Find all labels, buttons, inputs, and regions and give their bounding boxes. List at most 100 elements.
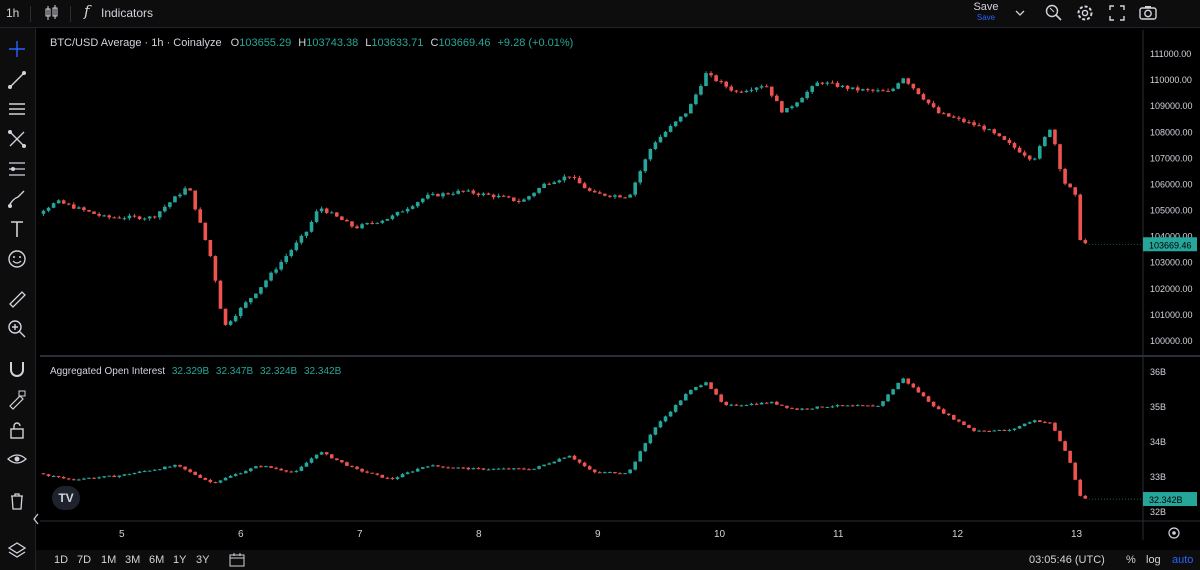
candle-body (800, 98, 804, 103)
fullscreen-icon[interactable] (1107, 3, 1127, 23)
candle-body (66, 203, 71, 205)
candle-body (461, 467, 466, 469)
text-tool-icon[interactable] (6, 218, 28, 240)
range-3y[interactable]: 3Y (196, 554, 210, 566)
candle-body (931, 103, 936, 108)
ruler-icon[interactable] (6, 288, 28, 310)
lock-icon[interactable] (6, 419, 28, 441)
eye-icon[interactable] (6, 448, 28, 470)
candle-body (689, 104, 693, 114)
candle-body (936, 107, 941, 114)
candle-body (855, 87, 860, 91)
x-tick-label: 6 (238, 529, 244, 540)
candle-body (370, 223, 374, 225)
chevron-down-icon[interactable] (1013, 3, 1027, 23)
candle-body (314, 211, 319, 222)
draw-lock-icon[interactable] (6, 388, 28, 410)
candle-body (962, 118, 966, 123)
log-scale-toggle[interactable]: log (1146, 554, 1161, 566)
candles-icon[interactable] (44, 4, 60, 22)
candle-body (284, 470, 289, 472)
collapse-toolbar-icon[interactable] (33, 512, 39, 526)
range-6m[interactable]: 6M (149, 554, 165, 566)
candle-body (274, 269, 278, 273)
pitchfork-icon[interactable] (6, 128, 28, 150)
candle-body (952, 415, 956, 420)
candle-body (264, 280, 268, 288)
fib-levels-icon[interactable] (6, 158, 28, 180)
candle-body (992, 129, 997, 134)
indicators-button[interactable]: Indicators (101, 6, 154, 20)
symbol-title[interactable]: BTC/USD Average · 1h · Coinalyze (50, 37, 222, 49)
camera-icon[interactable] (1138, 3, 1158, 23)
candle-body (977, 125, 981, 127)
zoom-in-icon[interactable] (6, 318, 28, 340)
tradingview-logo[interactable]: TV (52, 486, 80, 510)
trash-icon[interactable] (6, 490, 28, 512)
candle-body (233, 316, 238, 322)
layers-icon[interactable] (6, 538, 28, 560)
auto-scale-toggle[interactable]: auto (1172, 554, 1194, 566)
candle-body (61, 200, 66, 204)
range-7d[interactable]: 7D (77, 554, 92, 566)
candle-body (860, 405, 865, 407)
candle-body (476, 193, 481, 196)
trend-line-icon[interactable] (6, 69, 28, 91)
emoji-icon[interactable] (6, 248, 28, 270)
brush-icon[interactable] (6, 188, 28, 210)
candle-body (719, 81, 723, 83)
candle-body (830, 406, 835, 408)
candle-body (795, 102, 799, 107)
candle-body (967, 122, 971, 124)
candle-body (689, 389, 693, 395)
candle-body (881, 401, 885, 406)
crosshair-icon[interactable] (6, 38, 28, 60)
utc-clock[interactable]: 03:05:46 (UTC) (1029, 554, 1105, 566)
candle-body (587, 188, 592, 191)
candle-body (451, 467, 455, 469)
candle-body (46, 207, 51, 211)
range-1y[interactable]: 1Y (173, 554, 187, 566)
candle-body (334, 212, 339, 217)
candle-body (309, 458, 314, 463)
range-1d[interactable]: 1D (54, 554, 69, 566)
candle-body (638, 451, 643, 462)
candle-body (714, 388, 718, 395)
candle-body (567, 176, 572, 178)
indicators-icon[interactable]: f (84, 2, 90, 20)
magnet-icon[interactable] (6, 358, 28, 380)
horizontal-lines-icon[interactable] (6, 98, 28, 120)
candle-body (82, 478, 86, 480)
toolbar-divider (30, 6, 31, 22)
candle-body (759, 402, 764, 405)
candle-body (415, 468, 420, 472)
calendar-range-icon[interactable] (229, 553, 245, 567)
gear-icon[interactable] (1075, 3, 1095, 23)
candle-body (633, 182, 637, 195)
range-3m[interactable]: 3M (125, 554, 141, 566)
candle-body (668, 126, 673, 132)
candle-body (603, 472, 607, 474)
candle-body (426, 194, 430, 199)
oi-title[interactable]: Aggregated Open Interest (50, 366, 166, 377)
candle-body (668, 411, 673, 417)
quick-search-icon[interactable] (1044, 3, 1064, 23)
candle-body (673, 121, 678, 127)
candle-body (1017, 426, 1022, 429)
candle-body (157, 211, 162, 218)
save-button[interactable]: Save Save (966, 1, 1006, 22)
x-tick-label: 11 (833, 529, 844, 540)
candle-body (178, 464, 182, 467)
candle-body (825, 406, 830, 408)
timeframe-button[interactable]: 1h (6, 6, 20, 20)
candle-body (987, 129, 992, 131)
candle-body (512, 197, 516, 201)
range-1m[interactable]: 1M (101, 554, 117, 566)
candle-body (774, 401, 779, 405)
candle-body (208, 479, 213, 483)
candle-body (881, 90, 885, 92)
candle-body (269, 466, 273, 468)
percent-scale-toggle[interactable]: % (1126, 554, 1136, 566)
candle-body (941, 113, 946, 115)
